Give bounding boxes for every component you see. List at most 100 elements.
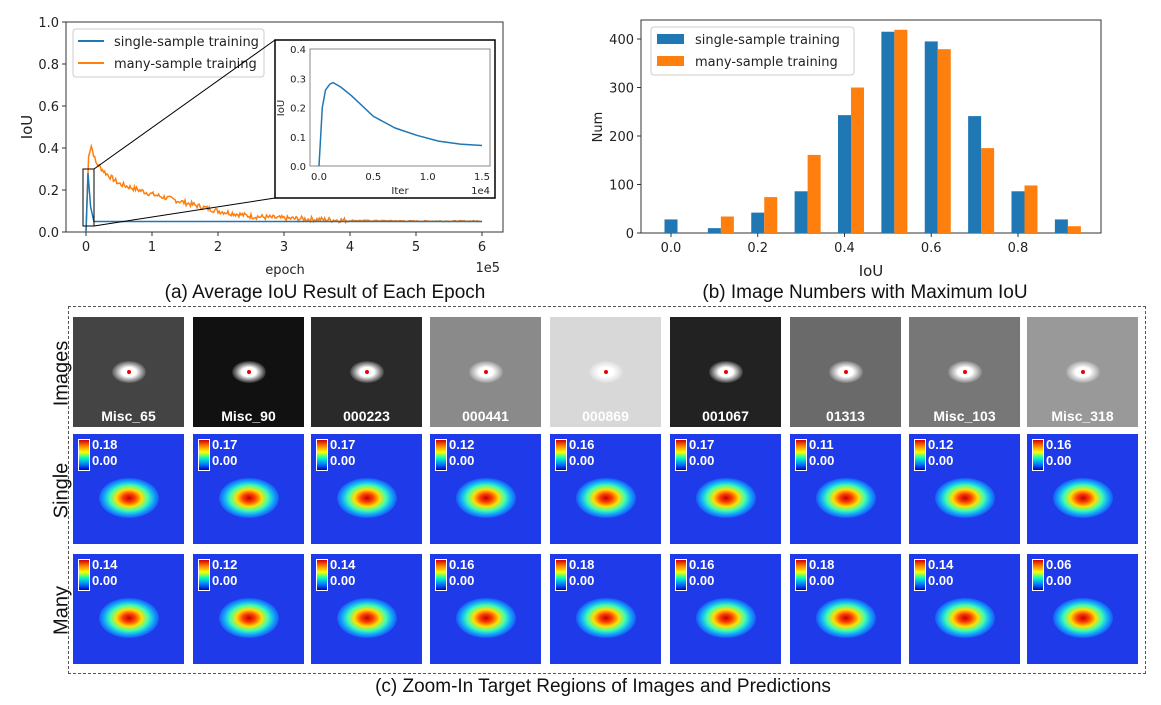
colorbar-min: 0.00 <box>92 453 118 468</box>
colorbar <box>1032 439 1044 471</box>
colorbar-min: 0.00 <box>449 453 475 468</box>
target-center-marker <box>246 370 251 374</box>
colorbar <box>316 559 328 591</box>
target-center-marker <box>126 370 131 374</box>
bar-single <box>924 41 938 233</box>
colorbar-min: 0.00 <box>569 453 595 468</box>
colorbar <box>198 439 210 471</box>
image-name: Misc_65 <box>101 408 156 424</box>
inset-y-tick-label: 0.0 <box>290 162 306 173</box>
target-center-marker <box>603 370 608 374</box>
single-prediction-heatmap: 0.18 0.00 <box>73 434 184 544</box>
bar-single <box>1011 191 1025 233</box>
heat-blob <box>575 597 636 638</box>
x-tick-label: 6 <box>478 240 486 255</box>
x-tick-label: 0 <box>82 240 90 255</box>
legend-label-single: single-sample training <box>695 33 840 48</box>
single-prediction-heatmap: 0.16 0.00 <box>1027 434 1138 544</box>
colorbar-min: 0.00 <box>92 573 118 588</box>
heat-blob <box>815 597 876 638</box>
chart-a: 0.0 0.2 0.4 0.6 0.8 1.0 0 1 2 3 4 5 6 epoch 1e5 IoU sing… <box>18 16 504 278</box>
many-prediction-heatmap: 0.16 0.00 <box>430 554 541 664</box>
inset-x-scale-label: 1e4 <box>471 186 490 197</box>
y-tick-label: 0.2 <box>38 184 59 199</box>
bar-single <box>881 31 895 233</box>
many-prediction-heatmap: 0.16 0.00 <box>670 554 781 664</box>
bar-single <box>968 116 982 233</box>
heat-blob <box>98 597 159 638</box>
colorbar-min: 0.00 <box>689 453 715 468</box>
x-scale-label: 1e5 <box>475 261 500 276</box>
colorbar <box>795 439 807 471</box>
inset-y-axis-label: IoU <box>276 100 287 116</box>
colorbar <box>914 439 926 471</box>
heat-blob <box>575 477 636 518</box>
colorbar <box>675 439 687 471</box>
colorbar-min: 0.00 <box>809 573 835 588</box>
colorbar <box>435 439 447 471</box>
target-image: 001067 <box>670 317 781 427</box>
bar-single <box>707 228 721 233</box>
bar-many <box>937 49 951 234</box>
colorbar-min: 0.00 <box>212 453 238 468</box>
many-prediction-heatmap: 0.18 0.00 <box>550 554 661 664</box>
caption-b: (b) Image Numbers with Maximum IoU <box>702 282 1028 303</box>
heat-blob <box>1052 477 1113 518</box>
x-tick-label: 0.2 <box>747 241 768 256</box>
heat-blob <box>695 597 756 638</box>
caption-c: (c) Zoom-In Target Regions of Images and… <box>375 676 831 697</box>
y-tick-label: 0.4 <box>38 142 59 157</box>
colorbar-max: 0.16 <box>689 557 715 572</box>
x-axis-label: IoU <box>859 262 884 280</box>
x-tick-label: 0.4 <box>834 241 855 256</box>
target-center-marker <box>723 370 728 374</box>
legend <box>650 26 855 76</box>
colorbar-min: 0.00 <box>569 573 595 588</box>
inset-y-tick-label: 0.4 <box>290 45 306 56</box>
zoom-line <box>93 197 276 227</box>
single-prediction-heatmap: 0.17 0.00 <box>193 434 304 544</box>
target-image: Misc_318 <box>1027 317 1138 427</box>
heat-blob <box>815 477 876 518</box>
colorbar <box>555 559 567 591</box>
colorbar-min: 0.00 <box>928 453 954 468</box>
colorbar-max: 0.12 <box>928 437 954 452</box>
heat-blob <box>98 477 159 518</box>
y-tick-label: 0.6 <box>38 100 59 115</box>
colorbar <box>435 559 447 591</box>
row-label: Many <box>50 586 73 635</box>
y-tick-label: 300 <box>609 82 634 97</box>
colorbar-min: 0.00 <box>449 573 475 588</box>
colorbar-min: 0.00 <box>1046 573 1072 588</box>
y-tick-label: 100 <box>609 179 634 194</box>
colorbar-max: 0.18 <box>569 557 595 572</box>
bar-single <box>751 212 765 233</box>
heat-blob <box>218 477 279 518</box>
colorbar-max: 0.18 <box>809 557 835 572</box>
single-prediction-heatmap: 0.11 0.00 <box>790 434 901 544</box>
inset-y-tick-label: 0.3 <box>290 74 306 85</box>
colorbar-max: 0.16 <box>449 557 475 572</box>
colorbar <box>78 439 90 471</box>
image-name: Misc_318 <box>1051 408 1114 424</box>
colorbar-min: 0.00 <box>1046 453 1072 468</box>
bar-many <box>720 216 734 233</box>
colorbar-max: 0.17 <box>330 437 356 452</box>
colorbar-max: 0.18 <box>92 437 118 452</box>
legend-label-single: single-sample training <box>114 35 259 50</box>
row-label: Single <box>50 462 73 519</box>
x-tick-label: 5 <box>412 240 420 255</box>
x-tick-label: 2 <box>214 240 222 255</box>
colorbar-min: 0.00 <box>689 573 715 588</box>
heat-blob <box>218 597 279 638</box>
x-tick-label: 0.0 <box>661 241 682 256</box>
colorbar-min: 0.00 <box>809 453 835 468</box>
caption-a: (a) Average IoU Result of Each Epoch <box>164 282 486 303</box>
inset-x-tick-label: 1.0 <box>420 172 436 183</box>
target-image: Misc_90 <box>193 317 304 427</box>
target-center-marker <box>962 370 967 374</box>
inset-x-tick-label: 0.5 <box>365 172 381 183</box>
y-tick-label: 400 <box>609 33 634 48</box>
inset-x-tick-label: 0.0 <box>311 172 327 183</box>
single-prediction-heatmap: 0.17 0.00 <box>311 434 422 544</box>
